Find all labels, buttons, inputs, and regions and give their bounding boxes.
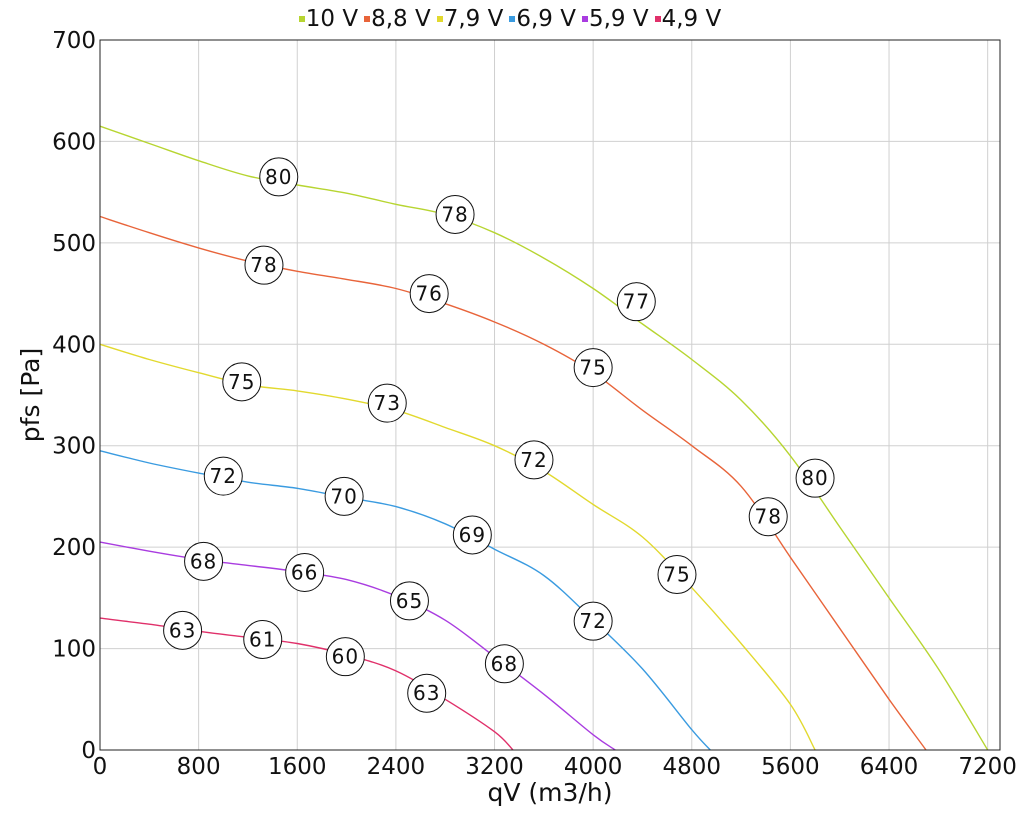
x-tick-label: 4800: [663, 754, 722, 780]
legend-swatch: [654, 16, 661, 22]
marker-label: 80: [265, 165, 292, 189]
marker-label: 72: [520, 448, 547, 472]
x-tick-label: 6400: [860, 754, 919, 780]
marker-circle: [573, 348, 613, 388]
marker-circle: [795, 458, 835, 498]
y-tick-label: 600: [52, 129, 96, 155]
legend-label: 6,9 V: [516, 6, 576, 32]
marker-label: 78: [250, 253, 277, 277]
value-markers: 80 78 77 80 78 76 75 78 75 73 72 75 72 70 69 72 68 66 65 68…: [163, 157, 835, 713]
series-group: [99, 125, 989, 751]
legend-item: 7,9 V: [436, 6, 504, 32]
marker-label: 78: [441, 202, 468, 226]
marker-label: 68: [491, 652, 518, 676]
marker-label: 68: [190, 549, 217, 573]
marker-label: 65: [396, 589, 423, 613]
x-tick-label: 7200: [958, 754, 1017, 780]
x-tick-label: 3200: [465, 754, 524, 780]
marker-label: 69: [459, 523, 486, 547]
marker-circle: [389, 581, 429, 621]
x-tick-label: 2400: [367, 754, 426, 780]
marker-circle: [435, 194, 475, 234]
marker-label: 78: [754, 505, 781, 529]
marker-circle: [573, 601, 613, 641]
marker-label: 75: [579, 356, 606, 380]
marker-label: 63: [413, 681, 440, 705]
marker-label: 77: [623, 290, 650, 314]
marker-circle: [184, 541, 224, 581]
legend-swatch: [364, 16, 371, 22]
marker-circle: [243, 619, 283, 659]
marker-label: 80: [801, 466, 828, 490]
marker-circle: [259, 157, 299, 197]
legend-swatch: [509, 16, 516, 22]
marker-circle: [407, 673, 447, 713]
marker-label: 75: [663, 563, 690, 587]
marker-circle: [222, 362, 262, 402]
y-tick-label: 200: [52, 535, 96, 561]
x-tick-label: 5600: [761, 754, 820, 780]
marker-circle: [484, 644, 524, 684]
marker-circle: [285, 553, 325, 592]
legend-item: 10 V: [298, 6, 359, 32]
legend-item: 5,9 V: [581, 6, 649, 32]
marker-label: 72: [210, 464, 237, 488]
marker-label: 66: [291, 561, 318, 585]
plot-frame: [99, 39, 1001, 751]
y-tick-label: 0: [81, 738, 96, 764]
marker-label: 70: [330, 484, 357, 508]
marker-circle: [244, 245, 284, 285]
legend-swatch: [298, 16, 305, 22]
x-tick-label: 4000: [564, 754, 623, 780]
x-axis-label: qV (m3/h): [488, 778, 613, 807]
legend-swatch: [581, 16, 588, 22]
x-tick-label: 800: [177, 754, 221, 780]
legend-item: 6,9 V: [509, 6, 576, 32]
y-axis-label: pfs [Pa]: [16, 348, 45, 442]
marker-label: 63: [169, 618, 196, 642]
x-tick-label: 0: [93, 754, 108, 780]
series-line-1: [99, 125, 989, 751]
y-tick-label: 500: [52, 231, 96, 257]
marker-label: 60: [332, 645, 359, 669]
legend-label: 4,9 V: [661, 6, 722, 32]
marker-circle: [514, 440, 554, 480]
y-tick-label: 300: [52, 434, 96, 460]
y-tick-label: 400: [52, 332, 96, 358]
marker-circle: [367, 383, 407, 423]
y-tick-label: 100: [52, 637, 96, 663]
legend-label: 10 V: [305, 6, 359, 32]
marker-circle: [657, 555, 697, 595]
marker-circle: [409, 274, 449, 314]
marker-label: 75: [228, 370, 255, 394]
marker-label: 61: [249, 627, 276, 651]
legend-label: 7,9 V: [443, 6, 504, 32]
legend-label: 5,9 V: [588, 6, 649, 32]
x-tick-label: 1600: [268, 754, 327, 780]
series-line-6: [99, 617, 514, 751]
marker-circle: [748, 497, 788, 537]
legend-item: 8,8 V: [364, 6, 431, 32]
marker-circle: [452, 515, 492, 555]
legend-item: 4,9 V: [654, 6, 722, 32]
marker-label: 72: [579, 609, 606, 633]
marker-circle: [324, 476, 364, 516]
y-tick-label: 700: [52, 28, 96, 54]
marker-circle: [325, 637, 365, 677]
marker-circle: [163, 610, 203, 650]
marker-label: 76: [415, 282, 442, 306]
marker-circle: [203, 456, 243, 496]
marker-circle: [616, 282, 656, 322]
marker-label: 73: [374, 391, 401, 415]
legend-label: 8,8 V: [371, 6, 431, 32]
legend-swatch: [436, 16, 443, 22]
chart-legend: 10 V 8,8 V 7,9 V 6,9 V 5,9 V 4,9 V: [0, 6, 1020, 32]
